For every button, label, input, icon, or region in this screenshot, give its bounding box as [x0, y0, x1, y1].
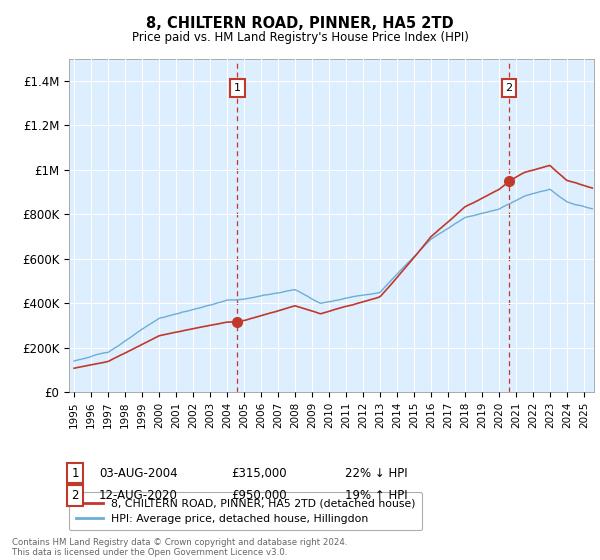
Text: Contains HM Land Registry data © Crown copyright and database right 2024.
This d: Contains HM Land Registry data © Crown c… [12, 538, 347, 557]
Text: £315,000: £315,000 [231, 466, 287, 480]
Text: 1: 1 [234, 83, 241, 92]
Text: 12-AUG-2020: 12-AUG-2020 [99, 489, 178, 502]
Text: £950,000: £950,000 [231, 489, 287, 502]
Text: 2: 2 [71, 489, 79, 502]
Text: Price paid vs. HM Land Registry's House Price Index (HPI): Price paid vs. HM Land Registry's House … [131, 31, 469, 44]
Text: 03-AUG-2004: 03-AUG-2004 [99, 466, 178, 480]
Text: 19% ↑ HPI: 19% ↑ HPI [345, 489, 407, 502]
Text: 22% ↓ HPI: 22% ↓ HPI [345, 466, 407, 480]
Legend: 8, CHILTERN ROAD, PINNER, HA5 2TD (detached house), HPI: Average price, detached: 8, CHILTERN ROAD, PINNER, HA5 2TD (detac… [69, 492, 422, 530]
Text: 1: 1 [71, 466, 79, 480]
Text: 2: 2 [505, 83, 512, 92]
Text: 8, CHILTERN ROAD, PINNER, HA5 2TD: 8, CHILTERN ROAD, PINNER, HA5 2TD [146, 16, 454, 31]
